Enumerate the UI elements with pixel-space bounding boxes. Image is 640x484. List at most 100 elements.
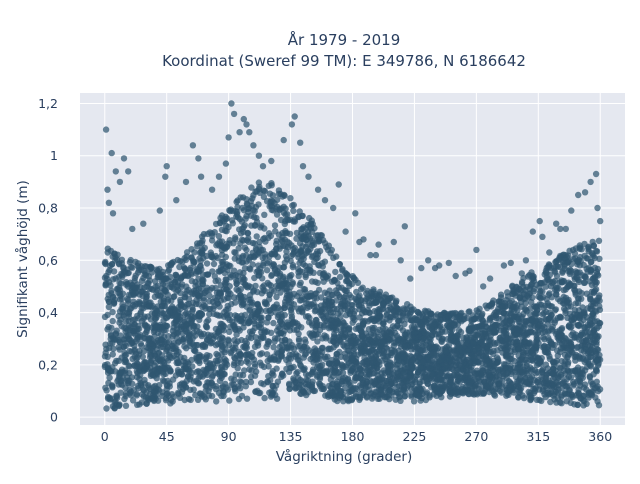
data-point (362, 318, 368, 324)
data-point (541, 391, 547, 397)
data-point (253, 204, 259, 210)
data-point (254, 289, 260, 295)
data-point (270, 344, 276, 350)
data-point (533, 310, 539, 316)
data-point (466, 382, 472, 388)
data-point (380, 320, 386, 326)
data-point (203, 396, 209, 402)
data-point (165, 333, 171, 339)
data-point (507, 388, 513, 394)
data-point (133, 301, 139, 307)
data-point (194, 266, 200, 272)
data-point (355, 298, 361, 304)
data-point (191, 387, 197, 393)
data-point (150, 287, 156, 293)
data-point (270, 368, 276, 374)
data-point (289, 313, 295, 319)
data-point (233, 208, 239, 214)
data-point (415, 369, 421, 375)
data-point (521, 395, 527, 401)
data-point (248, 379, 254, 385)
data-point (460, 389, 466, 395)
data-point (204, 260, 210, 266)
data-point (386, 396, 392, 402)
data-point (530, 386, 536, 392)
data-point (272, 222, 278, 228)
data-point (258, 321, 264, 327)
data-point (528, 395, 534, 401)
data-point (439, 339, 445, 345)
data-point (138, 343, 144, 349)
data-point (459, 348, 465, 354)
data-point (274, 396, 280, 402)
data-point (561, 278, 567, 284)
data-point (287, 195, 293, 201)
data-point (278, 191, 284, 197)
data-point (421, 374, 427, 380)
data-point (369, 379, 375, 385)
data-point (315, 251, 321, 257)
data-point (131, 348, 137, 354)
data-point (310, 270, 316, 276)
data-point (526, 294, 532, 300)
data-point (500, 327, 506, 333)
data-point (265, 315, 271, 321)
data-point (552, 278, 558, 284)
data-point (143, 291, 149, 297)
data-point (306, 319, 312, 325)
data-point (191, 259, 197, 265)
data-point (350, 354, 356, 360)
data-point (103, 346, 109, 352)
data-point (275, 277, 281, 283)
data-point (400, 388, 406, 394)
data-point (570, 256, 576, 262)
data-point (587, 296, 593, 302)
data-point (533, 341, 539, 347)
data-point (292, 218, 298, 224)
data-point (135, 383, 141, 389)
data-point (569, 349, 575, 355)
data-point (227, 274, 233, 280)
data-point (174, 335, 180, 341)
data-point (286, 289, 292, 295)
data-point (297, 233, 303, 239)
data-point (504, 370, 510, 376)
data-point (568, 268, 574, 274)
data-point (336, 369, 342, 375)
data-point (232, 388, 238, 394)
data-point (242, 312, 248, 318)
data-point (148, 353, 154, 359)
data-point (123, 403, 129, 409)
data-point (184, 249, 190, 255)
data-point (174, 284, 180, 290)
data-point (486, 389, 492, 395)
data-point (290, 279, 296, 285)
data-point (141, 387, 147, 393)
data-point (218, 290, 224, 296)
data-point (375, 294, 381, 300)
data-point (539, 367, 545, 373)
data-point (295, 266, 301, 272)
data-point (571, 381, 577, 387)
data-point (466, 327, 472, 333)
data-point (230, 381, 236, 387)
data-point (543, 309, 549, 315)
data-point (342, 288, 348, 294)
data-point (194, 328, 200, 334)
data-point (568, 400, 574, 406)
data-point (356, 365, 362, 371)
data-point (596, 256, 602, 262)
data-point (218, 364, 224, 370)
data-point (471, 356, 477, 362)
data-point (205, 388, 211, 394)
data-point (554, 379, 560, 385)
data-point (345, 376, 351, 382)
data-point (525, 353, 531, 359)
data-point (403, 377, 409, 383)
data-point (547, 369, 553, 375)
data-point (473, 376, 479, 382)
data-point (568, 303, 574, 309)
data-point (549, 345, 555, 351)
data-point (200, 272, 206, 278)
data-point (252, 344, 258, 350)
